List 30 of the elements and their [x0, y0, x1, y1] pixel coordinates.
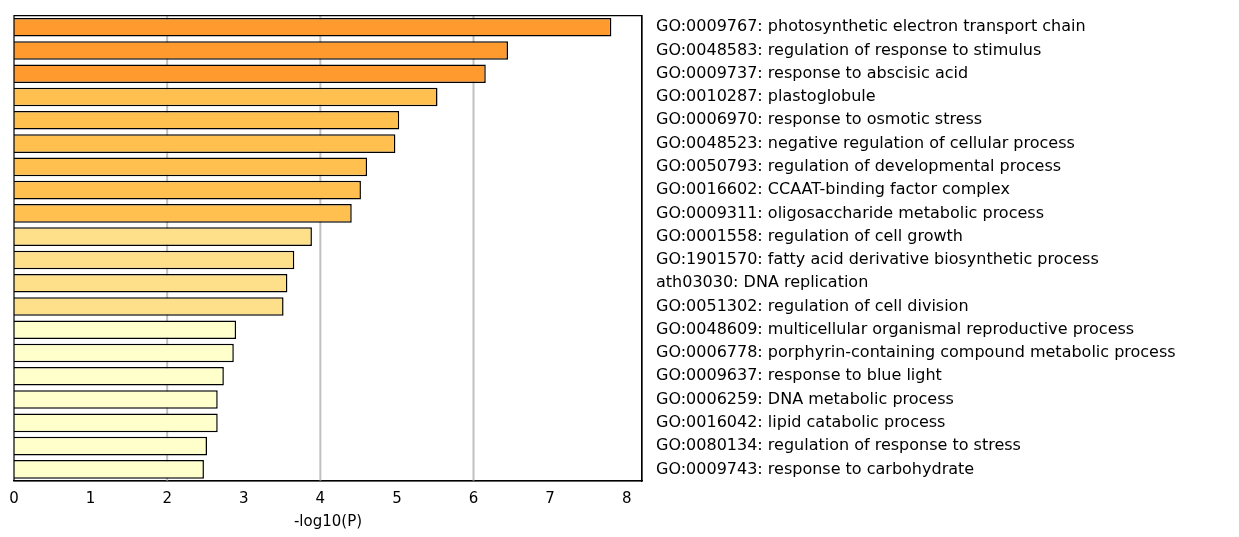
y-tick-label: GO:0051302: regulation of cell division [656, 295, 969, 315]
y-tick-label: GO:0001558: regulation of cell growth [656, 225, 963, 245]
x-tick-label: 2 [162, 488, 172, 507]
y-tick-label: GO:0016602: CCAAT-binding factor complex [656, 179, 1010, 199]
y-tick-label: GO:1901570: fatty acid derivative biosynthetic process [656, 249, 1099, 269]
x-tick-label: 0 [9, 488, 19, 507]
y-tick-label: GO:0016042: lipid catabolic process [656, 411, 946, 431]
x-tick-label: 4 [315, 488, 326, 507]
x-tick-label: 5 [392, 488, 402, 507]
x-axis-title: -log10(P) [293, 511, 363, 530]
x-tick-label: 3 [238, 488, 249, 507]
y-tick-label: GO:0048609: multicellular organismal reproductive process [656, 318, 1135, 338]
y-tick-label: GO:0006259: DNA metabolic process [656, 388, 954, 408]
x-tick-label: 1 [85, 488, 96, 507]
y-tick-label: GO:0009637: response to blue light [656, 365, 942, 385]
x-tick-label: 6 [468, 488, 479, 507]
x-tick-label: 7 [545, 488, 555, 507]
y-tick-label: GO:0009311: oligosaccharide metabolic process [656, 202, 1044, 222]
y-tick-label: GO:0050793: regulation of developmental process [656, 156, 1062, 176]
y-tick-label: GO:0010287: plastoglobule [656, 86, 876, 106]
y-tick-label: GO:0009743: response to carbohydrate [656, 458, 975, 478]
y-tick-label: GO:0006970: response to osmotic stress [656, 109, 983, 129]
x-tick-label: 8 [621, 488, 632, 507]
y-tick-label: GO:0048583: regulation of response to stimulus [656, 39, 1042, 59]
y-tick-label: GO:0080134: regulation of response to stress [656, 435, 1021, 455]
y-tick-label: GO:0006778: porphyrin-containing compound metabolic process [656, 342, 1176, 362]
y-tick-label: GO:0009767: photosynthetic electron transport chain [656, 16, 1086, 36]
y-tick-label: ath03030: DNA replication [656, 272, 869, 292]
y-tick-label: GO:0009737: response to abscisic acid [656, 62, 969, 82]
y-tick-label: GO:0048523: negative regulation of cellular process [656, 132, 1075, 152]
